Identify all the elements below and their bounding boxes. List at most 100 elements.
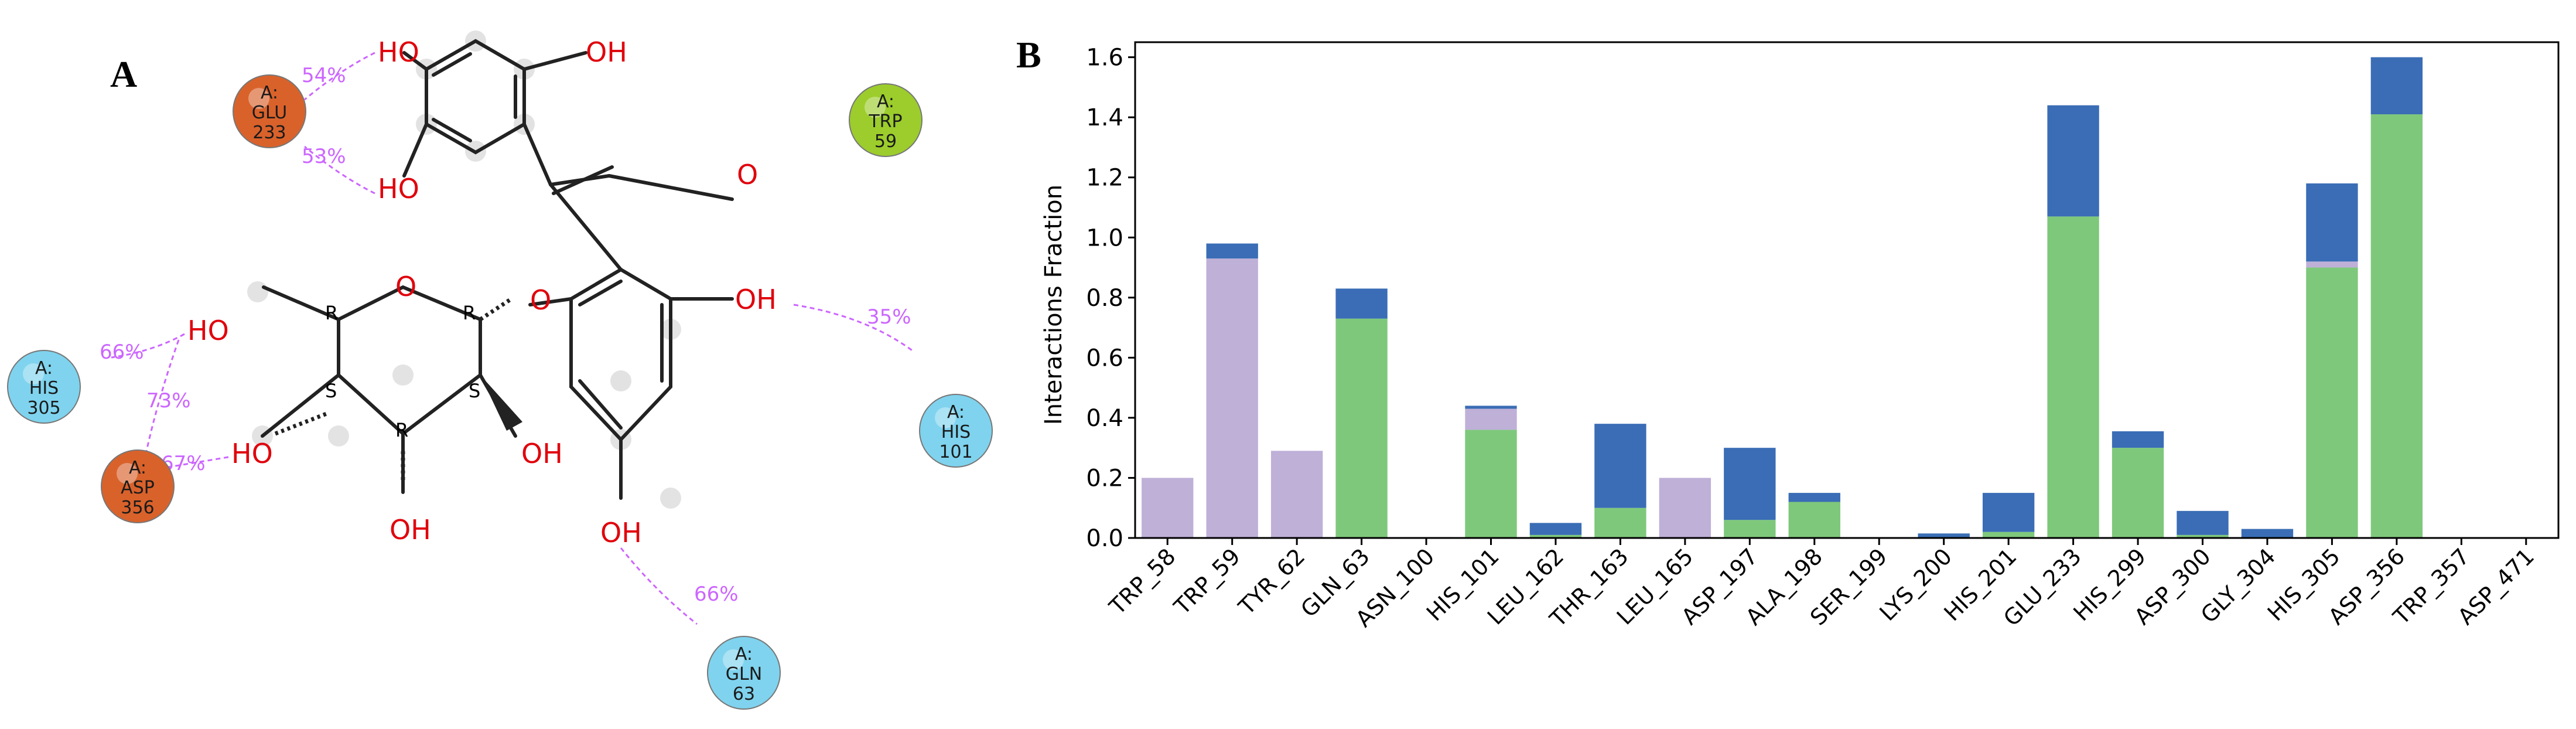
molecule-bonds	[261, 39, 734, 500]
atom-ho-ch2: HO	[187, 315, 229, 346]
x-axis-ticks: TRP_58TRP_59TYR_62GLN_63ASN_100HIS_101LE…	[1104, 538, 2539, 632]
bar-water-bridges-gly_304	[2241, 529, 2294, 538]
residue-label: A:	[947, 402, 965, 423]
stereo-label: R	[463, 302, 476, 324]
bar-water-bridges-his_299	[2112, 431, 2164, 448]
y-tick-label: 0.4	[1086, 405, 1123, 432]
residue-circle	[233, 74, 306, 148]
bar-hydrophobic-his_305	[2306, 261, 2358, 268]
bar-water-bridges-trp_59	[1206, 243, 1258, 259]
y-tick-label: 1.4	[1086, 104, 1123, 131]
y-tick-label: 0.6	[1086, 345, 1123, 372]
panel-a-letter: A	[110, 53, 137, 95]
bar-water-bridges-glu_233	[2047, 105, 2099, 217]
x-tick-label: TRP_58	[1104, 543, 1181, 620]
residue-highlight	[935, 407, 956, 428]
atom-oh-bottom: OH	[600, 517, 642, 549]
hbond-arrows	[111, 52, 914, 625]
bar-water-bridges-his_201	[1982, 493, 2035, 532]
residue-label: A:	[261, 83, 278, 103]
y-tick-label: 1.0	[1086, 224, 1123, 251]
panel-b-letter: B	[1016, 34, 1041, 76]
bar-hydrophobic-tyr_62	[1270, 451, 1323, 538]
residue-label: 59	[874, 131, 897, 152]
residue-label: A:	[35, 358, 53, 379]
bar-water-bridges-gln_63	[1335, 288, 1388, 319]
y-tick-label: 1.6	[1086, 45, 1123, 71]
percent-label-glu233-bottom: 53%	[302, 145, 346, 168]
percent-label-his101: 35%	[867, 305, 911, 329]
chart-bars	[1142, 57, 2423, 538]
bar-water-bridges-thr_163	[1594, 424, 1646, 508]
atom-oh-mid-left: HO	[378, 173, 419, 205]
bar-hydrophobic-trp_58	[1142, 478, 1194, 538]
residue-circle	[7, 350, 81, 424]
bar-h-bonds-thr_163	[1594, 507, 1646, 538]
stereo-label: S	[325, 380, 337, 402]
bar-water-bridges-his_101	[1465, 406, 1517, 409]
bar-water-bridges-his_305	[2306, 183, 2358, 262]
x-tick-label: TRP_59	[1169, 543, 1245, 620]
bar-water-bridges-asp_356	[2370, 57, 2423, 115]
stereo-label: S	[469, 380, 480, 402]
residue-highlight	[23, 363, 44, 384]
plot-frame	[1134, 41, 2560, 539]
y-tick-label: 1.2	[1086, 165, 1123, 192]
x-tick-label: TYR_62	[1234, 543, 1310, 620]
y-tick-label: 0.2	[1086, 465, 1123, 492]
atom-ether-o: O	[530, 284, 551, 316]
atom-oh-c3: HO	[231, 438, 273, 469]
residue-highlight	[723, 649, 744, 670]
residue-label: A:	[735, 644, 753, 665]
atom-oh-top-right: OH	[586, 36, 627, 68]
bar-h-bonds-leu_162	[1529, 534, 1582, 538]
y-tick-label: 0.0	[1086, 525, 1123, 552]
bar-hydrophobic-leu_165	[1659, 478, 1711, 538]
bar-hydrophobic-his_101	[1465, 408, 1517, 430]
stereo-wedges	[274, 298, 522, 481]
residue-highlight	[117, 463, 138, 484]
residue-circle	[849, 83, 923, 157]
residue-label: 356	[121, 498, 154, 518]
bar-h-bonds-his_201	[1982, 532, 2035, 538]
bar-h-bonds-asp_197	[1724, 520, 1776, 538]
residue-label: ASP	[121, 478, 155, 498]
percent-label-his305: 66%	[100, 340, 144, 364]
residue-circle	[707, 636, 781, 710]
residue-label: 305	[27, 398, 60, 418]
residue-label: GLU	[252, 103, 287, 123]
y-tick-label: 0.8	[1086, 285, 1123, 312]
residue-label: A:	[877, 91, 894, 112]
bar-h-bonds-ala_198	[1788, 502, 1840, 538]
residue-label: 101	[939, 442, 972, 462]
atom-oh-c2: OH	[521, 438, 563, 469]
atom-oh-c4: OH	[390, 514, 431, 546]
atom-carbonyl-o: O	[737, 159, 758, 190]
y-axis-ticks: 0.0 0.2 0.4 0.6 0.8 1.0 1.2 1.4 1.6	[1086, 45, 1135, 552]
bar-water-bridges-ala_198	[1788, 493, 1840, 502]
y-axis-label: Interactions Fraction	[1040, 185, 1067, 425]
percent-label-gln63: 66%	[694, 582, 739, 606]
atom-ring-o: O	[395, 271, 416, 302]
stereo-label: R	[325, 302, 338, 324]
residue-highlight	[248, 88, 269, 109]
residue-circle	[101, 449, 175, 523]
atom-oh-top-left: HO	[378, 36, 419, 68]
residue-label: GLN	[726, 664, 762, 684]
residue-label: HIS	[29, 378, 59, 398]
bar-water-bridges-asp_300	[2177, 510, 2229, 535]
bar-h-bonds-his_101	[1465, 430, 1517, 538]
residue-label: 233	[252, 122, 286, 143]
residue-highlight	[865, 97, 886, 118]
bar-h-bonds-gln_63	[1335, 318, 1388, 538]
bar-h-bonds-asp_356	[2370, 114, 2423, 538]
bar-h-bonds-asp_300	[2177, 534, 2229, 538]
